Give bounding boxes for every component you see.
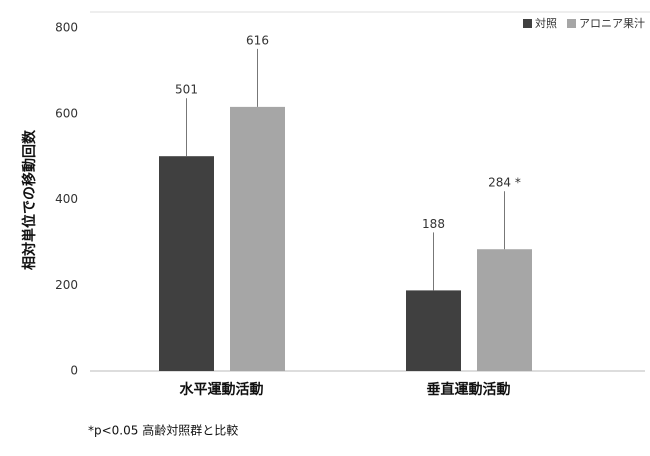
data-label: 616 (246, 33, 269, 47)
bar (406, 290, 461, 371)
data-label: 284 * (488, 176, 521, 190)
y-axis-label: 相対単位での移動回数 (21, 129, 38, 270)
legend-label: アロニア果汁 (579, 17, 645, 30)
bar (159, 156, 214, 371)
label-bg (168, 82, 205, 99)
y-tick-label: 0 (70, 364, 78, 378)
legend-swatch (567, 19, 576, 28)
legend-swatch (523, 19, 532, 28)
legend-label: 対照 (535, 16, 557, 30)
y-tick-label: 800 (55, 21, 78, 35)
bar (477, 249, 532, 371)
label-bg (415, 216, 452, 233)
x-tick-label: 水平運動活動 (180, 381, 264, 398)
label-bg (239, 32, 276, 49)
x-tick-label: 垂直運動活動 (427, 381, 511, 398)
label-bg (486, 175, 523, 192)
bar (230, 106, 285, 371)
footnote: *p<0.05 高齢対照群と比較 (88, 423, 238, 438)
y-tick-label: 400 (55, 192, 78, 206)
data-label: 188 (422, 217, 445, 231)
y-tick-label: 200 (55, 278, 78, 292)
y-tick-label: 600 (55, 106, 78, 120)
data-label: 501 (175, 83, 198, 97)
